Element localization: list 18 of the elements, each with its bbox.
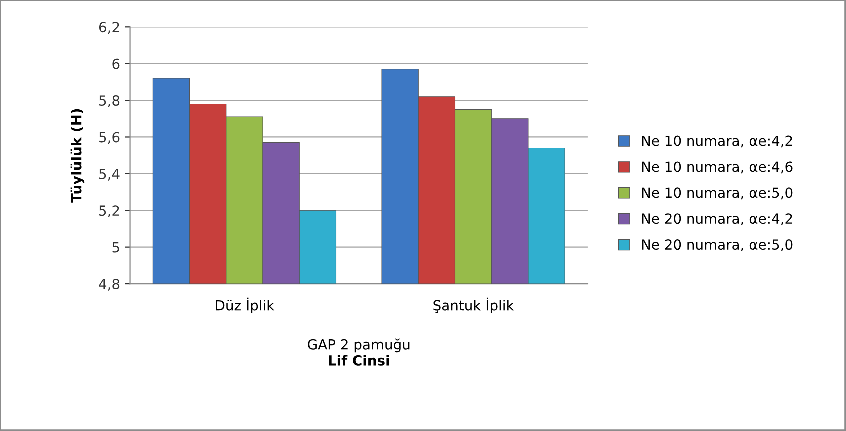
x-tick-label: Düz İplik: [216, 298, 275, 314]
y-axis-title: Tüylülük (H): [70, 109, 85, 203]
y-tick-label: 5,4: [100, 169, 120, 181]
legend-label: Ne 10 numara, αe:4,6: [642, 162, 793, 174]
y-tick-label: 6,2: [99, 22, 120, 34]
y-tick-label: 4,8: [99, 279, 120, 291]
y-tick-label: 6: [112, 58, 120, 70]
x-axis-title: Lif Cinsi: [329, 355, 390, 366]
legend-label: Ne 20 numara, αe:5,0: [642, 240, 793, 252]
y-tick-label: 5,2: [100, 206, 120, 218]
x-tick-label: Şantuk İplik: [434, 298, 514, 314]
legend-label: Ne 20 numara, αe:4,2: [642, 214, 792, 226]
legend-label: Ne 10 numara, αe:4,2: [642, 136, 792, 148]
y-tick-label: 5,8: [100, 96, 120, 108]
text: GAP 2 pamuğu: [308, 338, 410, 353]
y-tick-label: 5,6: [100, 132, 120, 144]
legend-label: Ne 10 numara, αe:5,0: [642, 188, 793, 200]
y-tick-label: 5: [112, 242, 120, 253]
